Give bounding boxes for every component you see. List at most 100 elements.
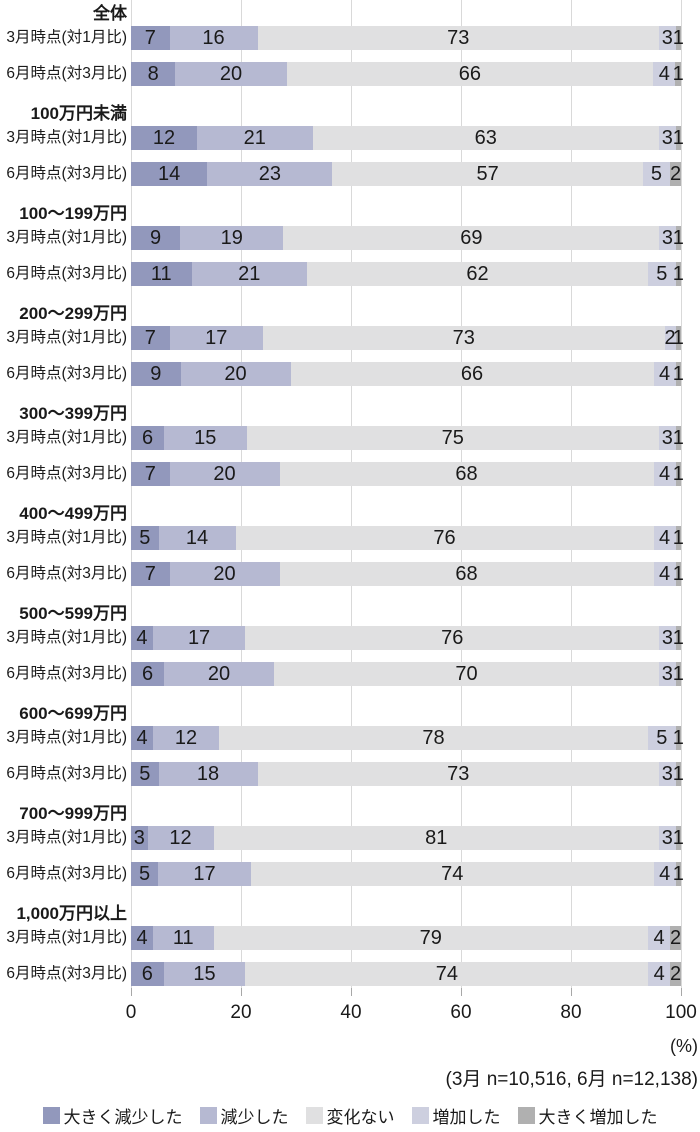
row-label: 6月時点(対3月比) [6, 765, 127, 782]
segment-value: 19 [220, 227, 243, 249]
segment-value: 66 [458, 63, 481, 85]
segment-value: 1 [672, 127, 684, 149]
bar-segment: 73 [257, 762, 659, 786]
bar-segment: 6 [131, 426, 164, 450]
segment-value: 1 [672, 227, 684, 249]
bar-segment: 21 [197, 126, 313, 150]
segment-value: 7 [144, 563, 156, 585]
segment-value: 63 [474, 127, 497, 149]
segment-value: 4 [658, 63, 670, 85]
stacked-bar: 6 20 70 3 1 [131, 662, 684, 686]
row-label: 3月時点(対1月比) [6, 929, 127, 946]
segment-value: 76 [441, 627, 464, 649]
segment-value: 21 [243, 127, 266, 149]
legend-label: 減少した [220, 1108, 289, 1127]
bar-segment: 3 [659, 26, 676, 50]
bar-segment: 3 [659, 826, 676, 850]
group-label: 400〜499万円 [19, 504, 127, 523]
segment-value: 2 [664, 327, 676, 349]
bar-segment: 17 [152, 626, 246, 650]
segment-value: 76 [433, 527, 456, 549]
segment-value: 2 [669, 927, 682, 949]
segment-value: 4 [659, 863, 671, 885]
segment-value: 12 [169, 827, 192, 849]
segment-value: 1 [672, 327, 684, 349]
stacked-bar: 4 17 76 3 1 [131, 626, 684, 650]
segment-value: 2 [670, 963, 682, 985]
stacked-bar: 9 20 66 4 1 [131, 362, 684, 386]
bar-segment: 3 [659, 126, 676, 150]
gridline [131, 0, 132, 988]
segment-value: 17 [187, 627, 211, 649]
segment-value: 20 [213, 563, 236, 585]
bar-segment: 4 [653, 462, 676, 486]
legend-swatch [411, 1107, 429, 1124]
row-label: 3月時点(対1月比) [6, 129, 127, 146]
segment-value: 1 [672, 363, 684, 385]
segment-value: 11 [150, 263, 172, 285]
row-label: 6月時点(対3月比) [6, 565, 127, 582]
segment-value: 1 [672, 463, 684, 485]
bar-segment: 1 [673, 562, 684, 586]
bar-segment: 6 [131, 662, 164, 686]
stacked-bar: 14 23 57 5 2 [131, 162, 681, 186]
segment-value: 9 [149, 227, 162, 249]
bar-segment: 20 [169, 462, 280, 486]
bar-segment: 1 [673, 726, 684, 750]
segment-value: 66 [460, 363, 484, 385]
segment-value: 4 [136, 627, 148, 649]
segment-value: 20 [207, 663, 231, 685]
axis-tick [571, 988, 572, 996]
segment-value: 4 [658, 463, 671, 485]
legend-label: 大きく減少した [63, 1108, 183, 1127]
legend-swatch [42, 1107, 60, 1124]
bar-segment: 19 [180, 226, 284, 250]
bar-segment: 2 [670, 962, 681, 986]
segment-value: 78 [422, 727, 445, 749]
segment-value: 9 [150, 363, 162, 385]
bar-segment: 62 [307, 262, 648, 286]
bar-segment: 78 [219, 726, 648, 750]
stacked-bar: 5 18 73 3 1 [131, 762, 684, 786]
segment-value: 74 [441, 863, 464, 885]
row-label: 3月時点(対1月比) [6, 729, 127, 746]
bar-segment: 1 [673, 262, 684, 286]
group-label: 500〜599万円 [19, 604, 127, 623]
segment-value: 57 [476, 163, 499, 185]
segment-value: 1 [672, 827, 684, 849]
segment-value: 6 [141, 427, 154, 449]
legend-item: 変化ない [305, 1103, 395, 1128]
bar-segment: 11 [131, 262, 192, 286]
legend-swatch [199, 1107, 217, 1124]
axis-tick [351, 988, 352, 996]
axis-tick-label: 40 [340, 1002, 362, 1023]
stacked-bar: 5 14 76 4 1 [131, 526, 684, 550]
segment-value: 5 [650, 163, 663, 185]
segment-value: 7 [144, 327, 156, 349]
segment-value: 23 [258, 163, 281, 185]
segment-value: 73 [447, 763, 470, 785]
bar-segment: 1 [672, 526, 684, 550]
legend-swatch [517, 1107, 535, 1124]
legend-item: 増加した [411, 1103, 501, 1128]
segment-value: 15 [194, 427, 217, 449]
legend-label: 変化ない [326, 1108, 395, 1127]
bar-segment: 12 [131, 126, 197, 150]
segment-value: 1 [672, 527, 684, 549]
segment-value: 17 [193, 863, 216, 885]
stacked-bar: 11 21 62 5 1 [131, 262, 684, 286]
segment-value: 3 [661, 627, 673, 649]
legend-item: 大きく増加した [517, 1103, 658, 1128]
segment-value: 7 [144, 463, 156, 485]
bar-segment: 75 [246, 426, 659, 450]
stacked-bar: 4 12 78 5 1 [131, 726, 684, 750]
bar-segment: 1 [672, 462, 684, 486]
bar-segment: 17 [169, 326, 263, 350]
plot-area [131, 0, 682, 988]
axis-tick-label: 100 [665, 1002, 697, 1023]
segment-value: 4 [653, 963, 665, 985]
bar-segment: 12 [147, 826, 214, 850]
segment-value: 73 [452, 327, 475, 349]
segment-value: 5 [656, 727, 668, 749]
